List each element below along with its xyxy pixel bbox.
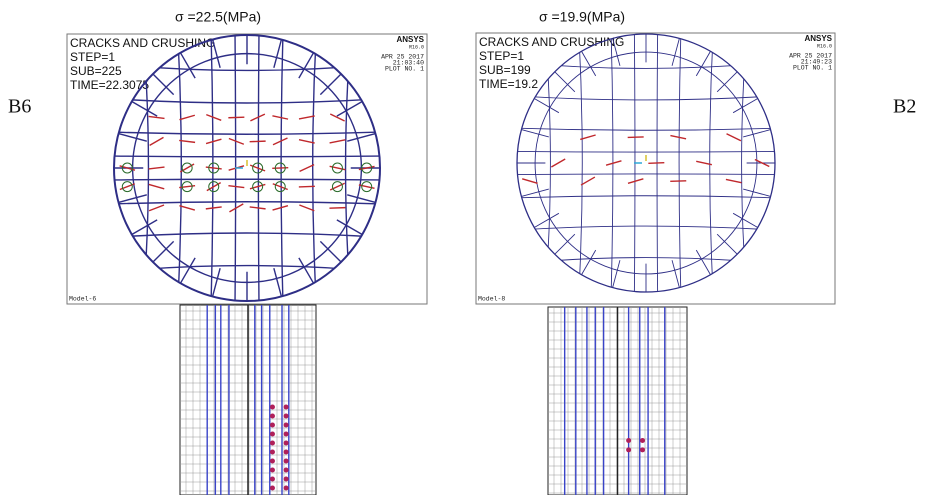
ansys-logo: ANSYS (804, 34, 832, 43)
crack-dot (626, 438, 631, 443)
crack-dot (270, 459, 275, 464)
header-time: TIME=19.2 (479, 77, 538, 91)
header-title: CRACKS AND CRUSHING (70, 36, 215, 50)
crack (628, 137, 644, 138)
model-name: Model-8 (478, 296, 505, 303)
crack (329, 208, 345, 209)
header-step: STEP=1 (70, 50, 115, 64)
crack (250, 141, 266, 142)
figure: σ =22.5(MPa)B6CRACKS AND CRUSHINGSTEP=1S… (0, 0, 936, 495)
beam-label: B6 (8, 96, 31, 118)
crack-dot (626, 447, 631, 452)
crack (272, 168, 288, 169)
plot-number: PLOT NO. 1 (793, 65, 832, 72)
crack-dot (270, 468, 275, 473)
crack-map (180, 305, 316, 495)
ansys-version: R16.0 (409, 44, 424, 50)
crack-dot (270, 477, 275, 482)
crack-dot (284, 477, 289, 482)
crack-dot (270, 414, 275, 419)
crack (670, 181, 686, 182)
stress-label: σ =19.9(MPa) (539, 9, 625, 25)
crack-dot (270, 423, 275, 428)
beam-label: B2 (893, 96, 916, 118)
crack-dot (284, 459, 289, 464)
crack-dot (270, 405, 275, 410)
mesh-line (114, 179, 380, 180)
crack-dot (284, 423, 289, 428)
crack-dot (284, 450, 289, 455)
header-sub: SUB=225 (70, 64, 122, 78)
crack-dot (270, 450, 275, 455)
crack (648, 163, 664, 164)
crack-dot (640, 447, 645, 452)
crack-dot (284, 432, 289, 437)
crack-dot (284, 441, 289, 446)
crack-dot (640, 438, 645, 443)
crack-map (548, 307, 687, 495)
crack (299, 186, 315, 187)
crack-dot (284, 486, 289, 491)
crack-dot (270, 441, 275, 446)
stress-label: σ =22.5(MPa) (175, 9, 261, 25)
ansys-version: R16.0 (817, 43, 832, 49)
header-sub: SUB=199 (479, 63, 531, 77)
crack-dot (284, 414, 289, 419)
page: σ =22.5(MPa)B6CRACKS AND CRUSHINGSTEP=1S… (0, 0, 936, 495)
plot-number: PLOT NO. 1 (385, 66, 424, 73)
crack-dot (270, 486, 275, 491)
model-name: Model-6 (69, 296, 96, 303)
header-step: STEP=1 (479, 49, 524, 63)
mesh-line (114, 156, 380, 157)
crack (228, 117, 244, 118)
crack-dot (270, 432, 275, 437)
header-time: TIME=22.3075 (70, 78, 149, 92)
ansys-logo: ANSYS (396, 35, 424, 44)
crack-dot (284, 405, 289, 410)
crack-dot (284, 468, 289, 473)
